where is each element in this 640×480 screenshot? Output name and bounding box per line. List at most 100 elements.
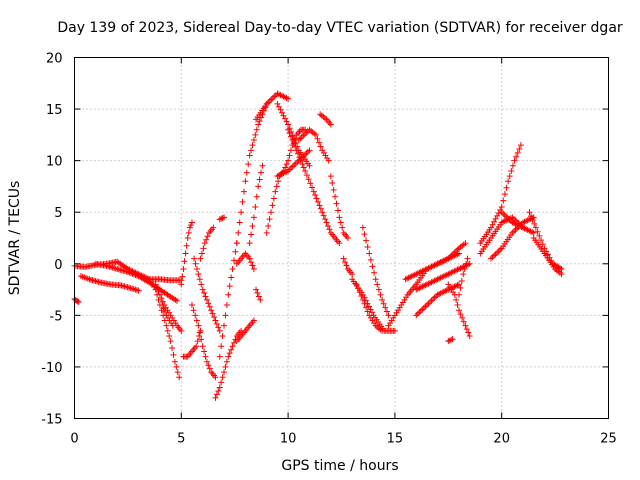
data-point	[514, 149, 521, 156]
data-point	[152, 281, 159, 288]
data-point	[185, 229, 192, 236]
data-point	[558, 271, 565, 278]
data-point	[196, 329, 203, 336]
y-tick-label: 10	[46, 155, 63, 170]
data-point	[256, 118, 263, 125]
data-point	[255, 183, 262, 190]
data-point	[193, 317, 200, 324]
data-point	[242, 178, 249, 185]
data-point	[297, 157, 304, 164]
data-point	[385, 312, 392, 319]
data-point	[245, 161, 252, 168]
data-point	[269, 95, 276, 102]
data-point	[174, 297, 181, 304]
data-point	[529, 216, 536, 223]
data-point	[299, 161, 306, 168]
data-point	[250, 137, 257, 144]
data-point	[334, 207, 341, 214]
data-point	[274, 100, 281, 107]
data-point	[193, 265, 200, 272]
data-point	[302, 167, 309, 174]
data-point	[216, 384, 223, 391]
data-point	[413, 312, 420, 319]
data-point	[269, 202, 276, 209]
data-point	[250, 317, 257, 324]
data-point	[353, 281, 360, 288]
data-point	[495, 248, 502, 255]
data-point	[213, 320, 220, 327]
data-point	[300, 164, 307, 171]
y-tick-label: 20	[46, 52, 63, 67]
data-point	[391, 327, 398, 334]
data-point	[249, 262, 256, 269]
data-point	[492, 215, 499, 222]
data-point	[161, 308, 168, 315]
data-point	[322, 216, 329, 223]
data-point	[270, 195, 277, 202]
data-point	[164, 327, 171, 334]
data-point	[501, 212, 508, 219]
data-point	[173, 363, 180, 370]
series-arc-3	[77, 273, 142, 294]
data-point	[233, 240, 240, 247]
data-point	[212, 394, 219, 401]
data-point	[336, 240, 343, 247]
data-point	[558, 265, 565, 272]
data-point	[285, 121, 292, 128]
data-point	[194, 338, 201, 345]
data-point	[449, 336, 456, 343]
data-point	[275, 103, 282, 110]
series-arc-20	[246, 162, 266, 247]
series-arc-7	[159, 302, 176, 329]
data-point	[232, 248, 239, 255]
data-point	[257, 296, 264, 303]
data-point	[375, 286, 382, 293]
data-point	[416, 309, 423, 316]
data-point	[240, 188, 247, 195]
data-point	[252, 204, 259, 211]
data-point	[154, 284, 161, 291]
data-point	[235, 229, 242, 236]
data-point	[461, 265, 468, 272]
data-point	[289, 163, 296, 170]
series-arc-8	[180, 327, 204, 360]
data-point	[292, 143, 299, 150]
y-tick-label: -5	[50, 309, 63, 324]
data-point	[206, 303, 213, 310]
data-point	[536, 232, 543, 239]
data-point	[184, 235, 191, 241]
data-point	[365, 303, 372, 310]
data-point	[192, 260, 199, 267]
series-arc-15	[216, 214, 228, 223]
data-point	[494, 249, 501, 256]
data-point	[181, 258, 188, 265]
data-point	[238, 209, 245, 216]
data-point	[171, 358, 178, 365]
data-point	[417, 307, 424, 314]
data-point	[198, 336, 205, 343]
data-point	[205, 300, 212, 307]
data-point	[169, 345, 176, 352]
series-arc-40	[477, 142, 524, 247]
data-point	[503, 184, 510, 191]
data-point	[265, 222, 272, 229]
data-point	[183, 242, 190, 249]
data-point	[195, 322, 202, 329]
data-point	[203, 296, 210, 303]
data-point	[459, 314, 466, 321]
data-point	[188, 302, 195, 309]
series-arc-22	[263, 126, 309, 236]
data-point	[489, 221, 496, 228]
data-point	[272, 188, 279, 195]
data-point	[361, 300, 368, 307]
series-arc-9	[178, 219, 195, 288]
series-arc-28	[327, 173, 351, 241]
chart-title: Day 139 of 2023, Sidereal Day-to-day VTE…	[57, 20, 623, 36]
data-point	[289, 137, 296, 144]
data-point	[319, 209, 326, 216]
data-point	[285, 126, 292, 133]
data-point	[458, 277, 465, 284]
data-point	[431, 294, 438, 301]
data-point	[446, 337, 453, 344]
